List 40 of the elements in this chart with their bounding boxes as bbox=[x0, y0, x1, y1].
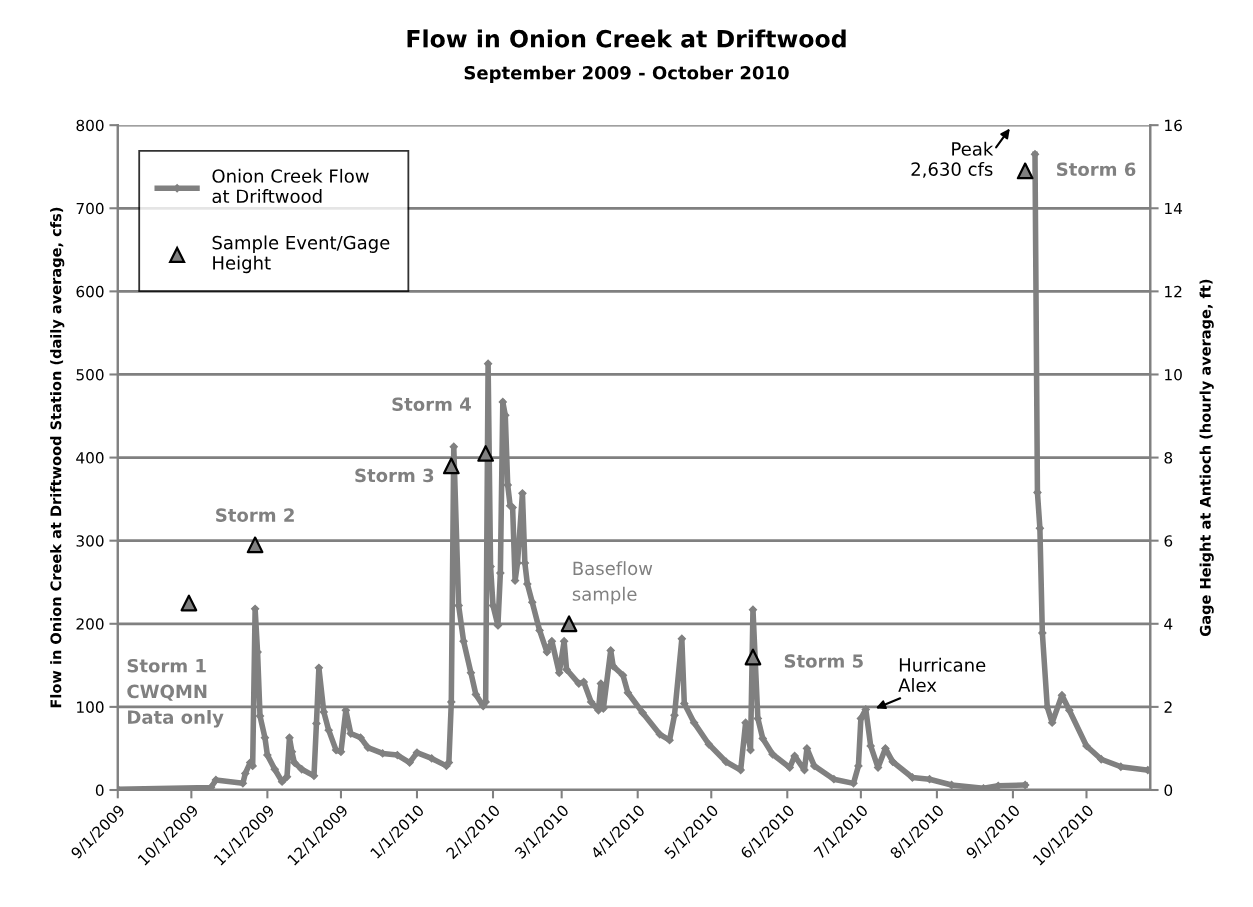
annotation: Storm 2 bbox=[216, 508, 294, 522]
chart-subtitle: September 2009 - October 2010 bbox=[464, 65, 789, 84]
y-tick-label: 600 bbox=[76, 285, 104, 298]
y-tick-label: 400 bbox=[76, 452, 104, 464]
annotation: Baseflow sample bbox=[572, 561, 653, 605]
y2-tick-label: 14 bbox=[1165, 202, 1183, 215]
point bbox=[560, 615, 578, 633]
point bbox=[442, 457, 460, 475]
annotation: Storm 3 bbox=[355, 468, 434, 483]
y2-tick-label: 12 bbox=[1165, 285, 1182, 298]
y2-tick-label: 6 bbox=[1164, 535, 1173, 547]
y2-tick-label: 16 bbox=[1165, 119, 1182, 132]
y-tick-label: 500 bbox=[76, 368, 104, 381]
y-tick-label: 200 bbox=[76, 618, 104, 630]
annotation: Peak 2,630 cfs bbox=[911, 141, 994, 178]
y-tick-label: 0 bbox=[95, 784, 104, 797]
point bbox=[180, 594, 198, 612]
y-tick-label: 300 bbox=[76, 535, 104, 547]
annotation: Storm 6 bbox=[1057, 162, 1136, 177]
chart-title: Flow in Onion Creek at Driftwood bbox=[407, 29, 846, 48]
legend-label: Onion Creek Flow at Driftwood bbox=[212, 168, 369, 204]
annotation: Storm 4 bbox=[392, 397, 471, 412]
annotation: Storm 5 bbox=[784, 654, 863, 668]
y-tick-label: 700 bbox=[76, 202, 104, 215]
y2-tick-label: 4 bbox=[1164, 618, 1173, 630]
y-tick-label: 800 bbox=[76, 119, 104, 132]
annotation: Storm 1 CWQMN Data only bbox=[127, 658, 224, 728]
y2-tick-label: 8 bbox=[1164, 452, 1173, 464]
point bbox=[246, 536, 264, 554]
y-tick-label: 100 bbox=[77, 701, 104, 713]
y2-tick-label: 0 bbox=[1164, 784, 1173, 797]
y2-axis-title: Gage Height at Antioch (hourly average, ft) bbox=[1199, 279, 1214, 636]
y2-tick-label: 2 bbox=[1164, 701, 1172, 713]
point bbox=[1016, 162, 1034, 180]
y2-tick-label: 10 bbox=[1165, 368, 1182, 381]
point bbox=[744, 648, 762, 666]
y-axis-title: Flow in Onion Creek at Driftwood Station (daily average, cfs) bbox=[50, 207, 65, 708]
legend-label: Sample Event/Gage Height bbox=[212, 235, 390, 274]
annotation: Hurricane Alex bbox=[898, 657, 986, 692]
point bbox=[477, 445, 495, 462]
